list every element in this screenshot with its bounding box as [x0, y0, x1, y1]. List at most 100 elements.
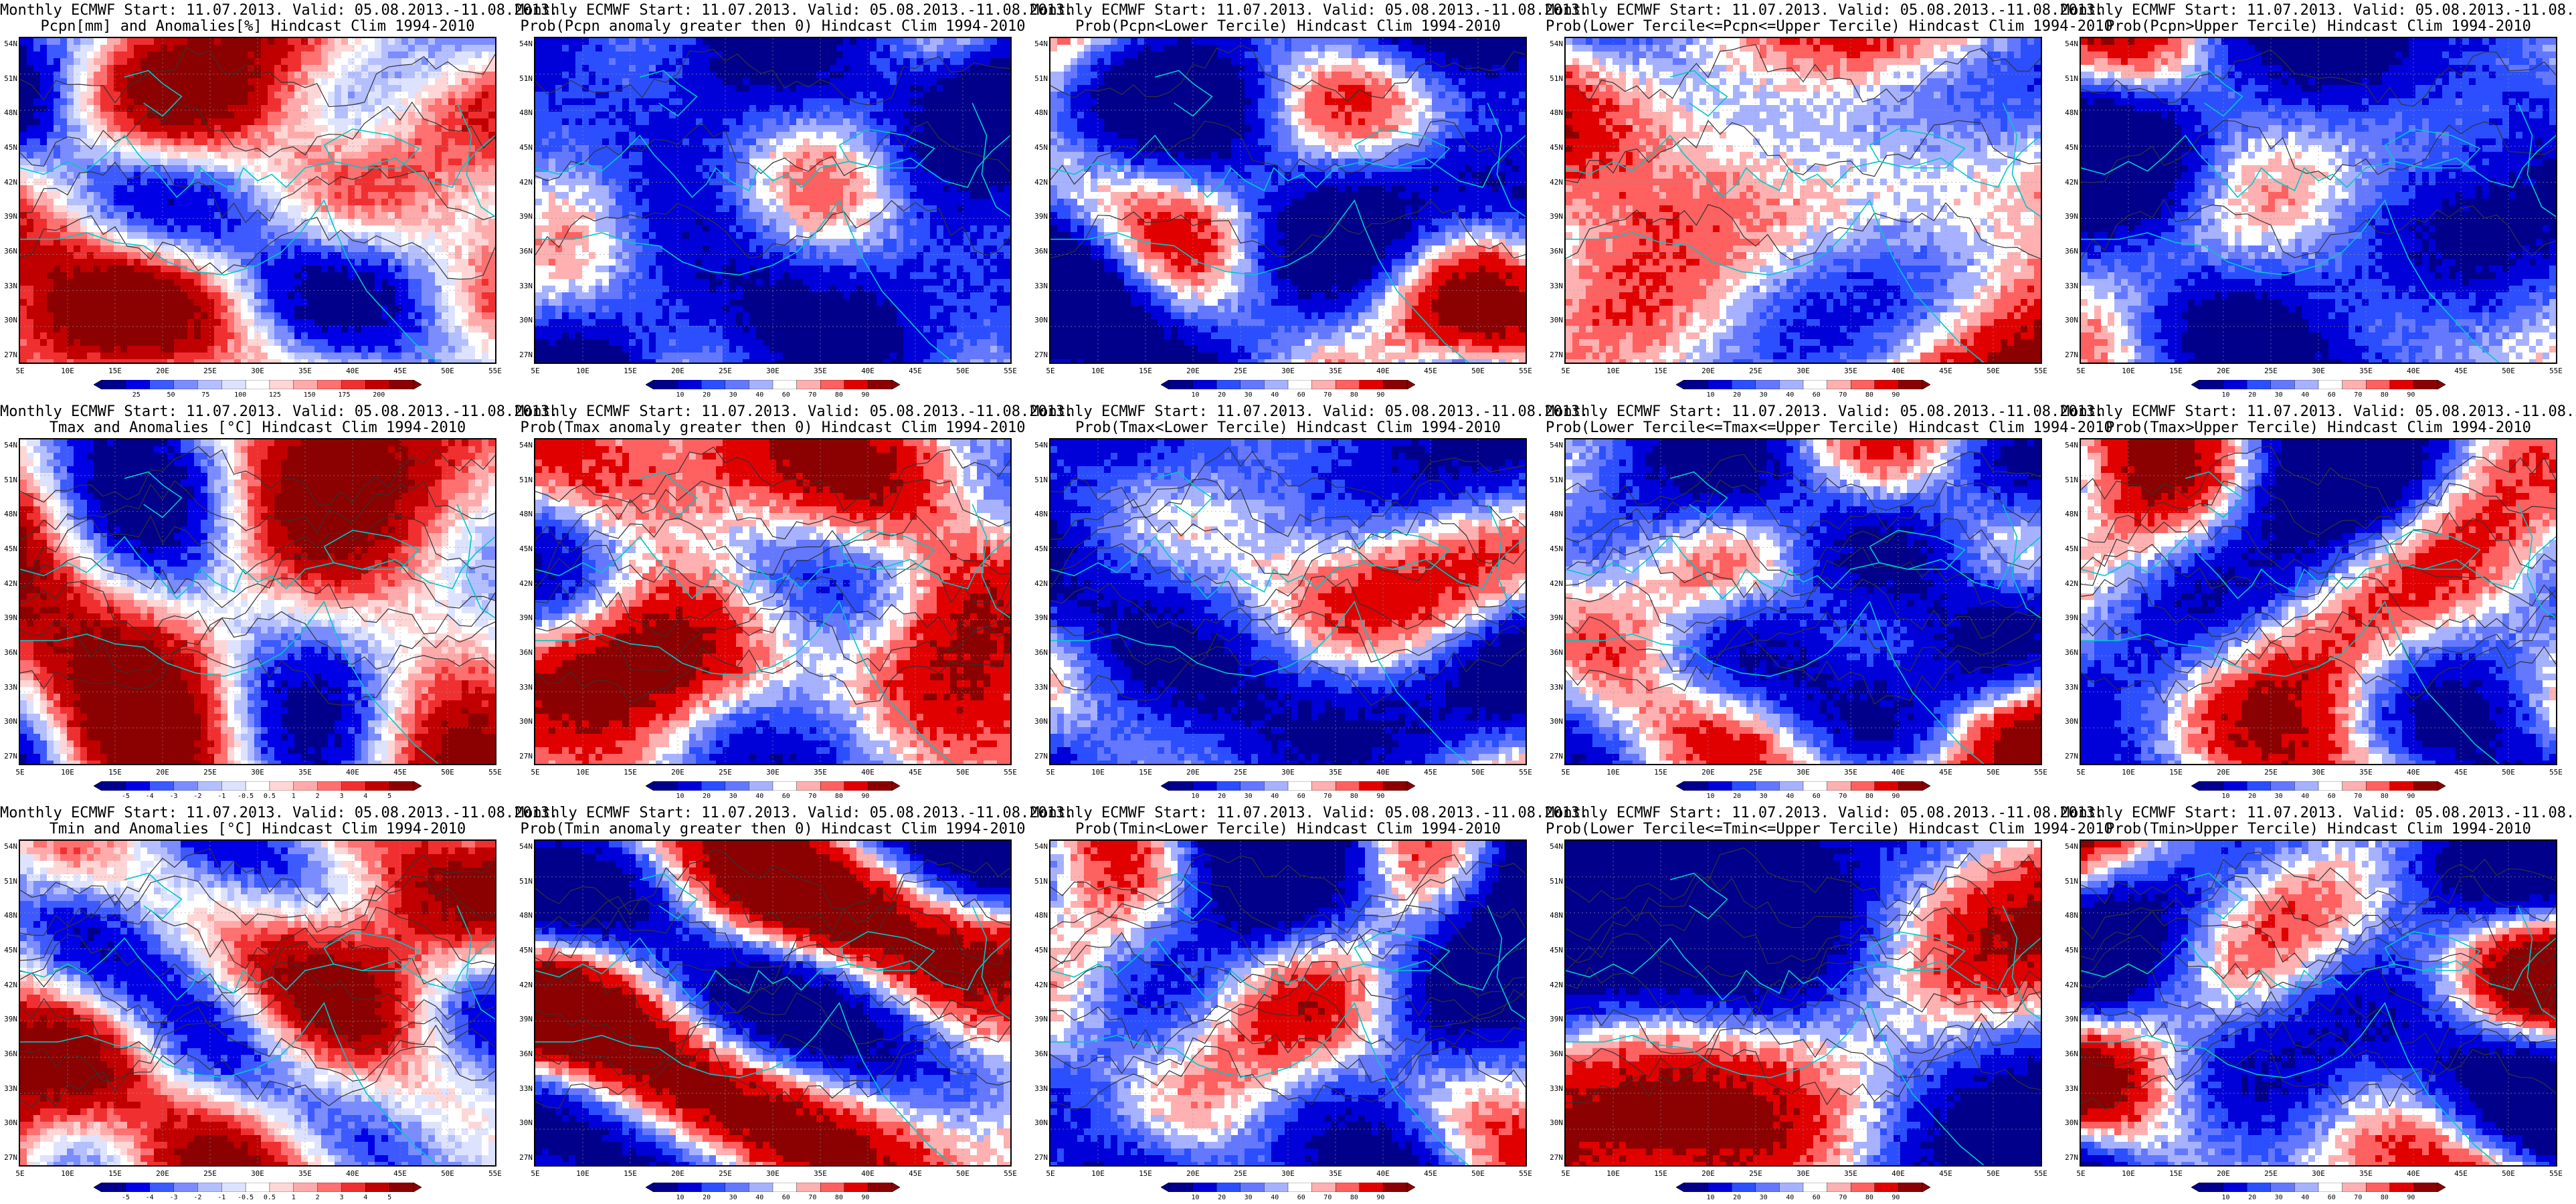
lon-tick-label: 10E: [1091, 367, 1105, 375]
coastline: [1354, 529, 1451, 570]
coastline: [2081, 134, 2556, 198]
colorbar-tick-label: 30: [1760, 793, 1768, 800]
coastline: [1154, 872, 1213, 920]
colorbar-tick-label: 40: [1271, 1194, 1279, 1201]
colorbar-tick-label: 40: [755, 391, 763, 399]
colorbar-swatch: [1731, 1183, 1756, 1192]
colorbar-tick-label: 20: [703, 391, 711, 399]
colorbar-swatch: [197, 380, 222, 389]
field-svg: [1566, 841, 2041, 1165]
coastline: [20, 1001, 439, 1165]
lon-tick-label: 10E: [576, 1169, 589, 1178]
colorbar-low-arrow: [646, 380, 654, 389]
coastline: [1050, 536, 1526, 599]
colorbar-low-arrow: [1161, 1183, 1170, 1192]
contour-line: [20, 906, 495, 969]
lon-tick-label: 5E: [15, 768, 24, 777]
lat-tick-label: 36N: [1030, 247, 1048, 256]
lat-tick-label: 54N: [1546, 842, 1563, 851]
lat-tick-label: 42N: [1546, 579, 1563, 588]
coastline: [20, 600, 439, 764]
lat-tick-label: 30N: [0, 717, 17, 726]
lon-tick-label: 35E: [1844, 768, 1857, 777]
field-svg: [2081, 38, 2556, 363]
colorbar-high-arrow: [891, 1183, 900, 1192]
lat-tick-label: 54N: [0, 39, 17, 48]
lat-tick-label: 48N: [0, 911, 17, 920]
lat-tick-label: 27N: [1030, 1153, 1048, 1162]
lon-tick-label: 10E: [1606, 768, 1620, 777]
lat-tick-label: 45N: [1546, 544, 1563, 553]
colorbar-tick-label: 30: [1245, 1194, 1253, 1201]
lat-tick-label: 48N: [1030, 911, 1048, 920]
colorbar-svg: [1161, 380, 1415, 389]
colorbar-swatch: [1779, 1183, 1804, 1192]
colorbar-swatch: [1168, 781, 1194, 791]
colorbar-swatch: [1779, 380, 1804, 389]
panel-title-line1: Monthly ECMWF Start: 11.07.2013. Valid: …: [2061, 805, 2576, 821]
lat-tick-label: 54N: [515, 39, 533, 48]
colorbar-tick-label: 40: [755, 793, 763, 800]
colorbar: [1161, 1183, 1415, 1192]
colorbar-swatch: [749, 1183, 773, 1192]
colorbar: [2191, 1183, 2446, 1192]
colorbar-low-arrow: [1676, 1183, 1685, 1192]
lat-tick-label: 39N: [0, 1015, 17, 1023]
lat-tick-label: 51N: [2061, 74, 2078, 83]
lat-tick-label: 30N: [0, 1118, 17, 1127]
colorbar: [1161, 781, 1415, 791]
coastline: [1869, 529, 1966, 570]
colorbar-swatch: [2366, 781, 2391, 791]
colorbar-swatch: [293, 380, 318, 389]
lon-tick-label: 30E: [251, 1169, 264, 1178]
colorbar-tick-label: 2: [316, 1194, 320, 1201]
panel-title-line2: Prob(Tmin>Upper Tercile) Hindcast Clim 1…: [2061, 821, 2576, 837]
lon-tick-label: 5E: [531, 1169, 539, 1178]
colorbar-tick-label: 80: [835, 1194, 843, 1201]
contour-line: [2081, 576, 2556, 637]
lat-tick-label: 51N: [515, 877, 533, 886]
colorbar-tick-label: 90: [861, 391, 869, 399]
lon-tick-label: 50E: [2502, 1169, 2515, 1178]
colorbar-tick-label: -1: [217, 1194, 225, 1201]
lon-tick-label: 45E: [393, 367, 407, 375]
contour-line: [1566, 44, 2041, 103]
coastline: [20, 134, 495, 198]
contour-line: [1566, 991, 2041, 1055]
lat-tick-label: 30N: [1546, 1118, 1563, 1127]
coastline: [124, 70, 183, 117]
lon-tick-label: 25E: [1234, 367, 1247, 375]
colorbar-tick-label: 2: [316, 793, 320, 800]
lon-tick-label: 35E: [298, 1169, 312, 1178]
map-panel: Monthly ECMWF Start: 11.07.2013. Valid: …: [2061, 401, 2576, 803]
colorbar-swatch: [2389, 380, 2414, 389]
coastline: [456, 905, 495, 1020]
coastline: [1154, 70, 1213, 117]
coastline: [838, 930, 935, 971]
lat-tick-label: 36N: [0, 247, 17, 256]
lat-tick-label: 51N: [1546, 74, 1563, 83]
lat-tick-label: 54N: [1030, 842, 1048, 851]
map-panel: Monthly ECMWF Start: 11.07.2013. Valid: …: [1030, 0, 1588, 401]
lon-tick-label: 25E: [1234, 768, 1247, 777]
lat-tick-label: 45N: [0, 544, 17, 553]
colorbar-tick-label: 40: [1786, 1194, 1794, 1201]
contour-line: [20, 1045, 495, 1108]
contour-line: [1050, 543, 1526, 608]
colorbar-low-arrow: [2191, 781, 2200, 791]
lon-tick-label: 55E: [2549, 1169, 2563, 1178]
colorbar-tick-label: 4: [363, 793, 367, 800]
lon-tick-label: 55E: [2034, 1169, 2047, 1178]
colorbar-swatch: [1216, 781, 1241, 791]
colorbar-tick-label: 20: [1218, 391, 1226, 399]
lat-tick-label: 39N: [515, 212, 533, 221]
coastline: [1354, 930, 1451, 971]
contour-line: [20, 577, 495, 638]
contour-line: [2081, 992, 2556, 1054]
lat-tick-label: 45N: [1546, 946, 1563, 955]
coastline: [323, 128, 420, 169]
coastline: [535, 199, 954, 363]
lon-tick-label: 55E: [488, 1169, 502, 1178]
coastline: [20, 199, 439, 363]
colorbar-low-arrow: [94, 1183, 102, 1192]
